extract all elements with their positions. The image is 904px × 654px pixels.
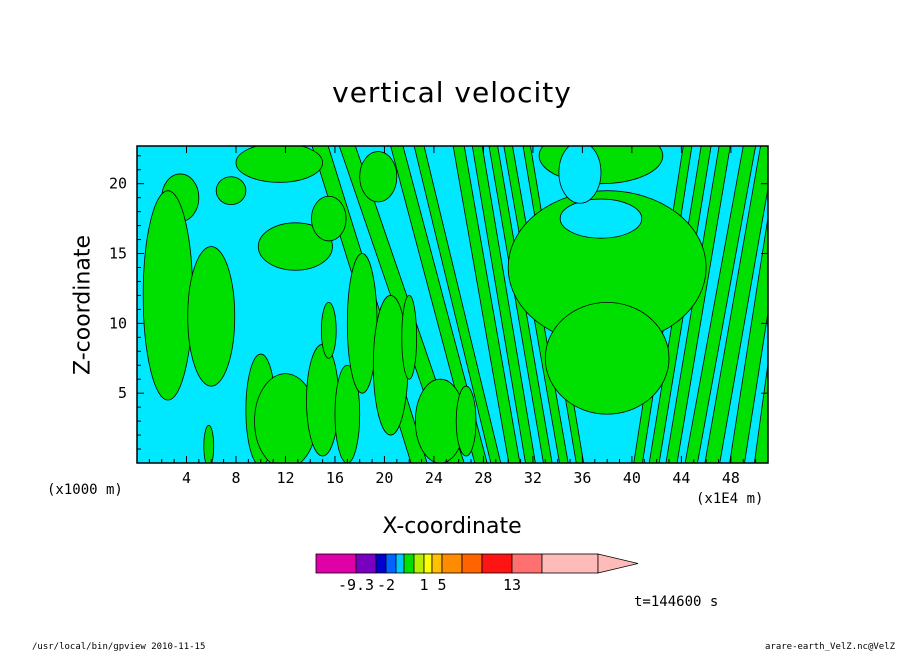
positive-velocity-stripe — [452, 146, 521, 463]
positive-velocity-region — [257, 222, 333, 271]
x-tick-label: 32 — [524, 469, 542, 487]
chart-title: vertical velocity — [332, 76, 572, 109]
colorbar-tick-label: -2 — [377, 576, 395, 594]
colorbar-arrow-tip — [597, 553, 639, 574]
positive-velocity-region — [346, 253, 378, 394]
negative-velocity-region — [559, 198, 643, 239]
y-tick-label: 20 — [109, 175, 127, 193]
x-tick-label: 4 — [182, 469, 191, 487]
colorbar: -9.3 -2 1 5 13 — [315, 553, 639, 594]
x-tick-label: 36 — [573, 469, 591, 487]
contour-field — [137, 146, 768, 463]
y-tick-label: 15 — [109, 245, 127, 263]
x-tick-label: 12 — [276, 469, 294, 487]
colorbar-tick-label: 5 — [437, 576, 446, 594]
positive-velocity-region — [359, 151, 398, 203]
positive-velocity-stripe — [704, 146, 768, 463]
footer-source: arare-earth_VelZ.nc@VelZ — [765, 642, 896, 652]
colorbar-swatch — [461, 553, 483, 574]
x-axis-unit-note: (x1000 m) — [47, 482, 123, 498]
x-tick-label: 16 — [326, 469, 344, 487]
positive-velocity-region — [401, 295, 418, 380]
colorbar-tick-label: -9.3 — [338, 576, 374, 594]
time-label: t=144600 s — [634, 594, 719, 610]
plot-frame — [136, 145, 769, 464]
colorbar-swatch — [355, 553, 377, 574]
colorbar-swatch — [541, 553, 599, 574]
x-tick-label: 44 — [672, 469, 690, 487]
positive-velocity-stripe — [684, 146, 757, 463]
x-tick-label: 24 — [425, 469, 443, 487]
positive-velocity-stripe — [413, 146, 502, 463]
colorbar-swatch — [481, 553, 513, 574]
x-tick-label: 28 — [474, 469, 492, 487]
positive-velocity-region — [187, 246, 236, 387]
colorbar-swatch — [423, 553, 433, 574]
colorbar-swatch — [375, 553, 387, 574]
colorbar-tick-label: 1 — [419, 576, 428, 594]
x-axis-unit-note-right: (x1E4 m) — [696, 491, 764, 507]
negative-velocity-region — [558, 146, 602, 204]
x-axis-label: X-coordinate — [382, 514, 522, 539]
colorbar-swatch — [395, 553, 405, 574]
positive-velocity-region — [334, 364, 361, 463]
x-tick-label: 40 — [623, 469, 641, 487]
colorbar-tick-label: 13 — [503, 576, 521, 594]
x-tick-label: 8 — [231, 469, 240, 487]
x-tick-label: 20 — [375, 469, 393, 487]
positive-velocity-stripe — [471, 146, 536, 463]
x-tick-label: 48 — [722, 469, 740, 487]
x-axis-ticks: 4 8 12 16 20 24 28 32 36 40 44 48 — [148, 146, 757, 487]
y-axis-label: Z-coordinate — [70, 235, 96, 375]
positive-velocity-region — [320, 302, 337, 359]
colorbar-swatch — [385, 553, 397, 574]
positive-velocity-stripe — [729, 214, 768, 463]
positive-velocity-region — [455, 385, 477, 457]
positive-velocity-region — [142, 190, 194, 401]
footer-command: /usr/local/bin/gpview 2010-11-15 — [32, 642, 206, 652]
positive-velocity-stripe — [753, 360, 768, 463]
positive-velocity-region — [215, 176, 247, 206]
positive-velocity-region — [306, 343, 340, 457]
colorbar-swatch — [441, 553, 463, 574]
colorbar-swatch — [431, 553, 443, 574]
positive-velocity-region — [311, 195, 347, 242]
colorbar-swatch — [403, 553, 415, 574]
colorbar-swatch — [413, 553, 425, 574]
y-axis-ticks: 5 10 15 20 — [109, 155, 768, 450]
y-tick-label: 10 — [109, 314, 127, 332]
y-tick-label: 5 — [118, 384, 127, 402]
colorbar-swatch — [315, 553, 357, 574]
positive-velocity-region — [235, 146, 323, 183]
colorbar-swatch — [511, 553, 543, 574]
positive-velocity-region — [544, 302, 670, 415]
positive-velocity-stripe — [390, 146, 488, 463]
positive-velocity-region — [203, 424, 215, 463]
